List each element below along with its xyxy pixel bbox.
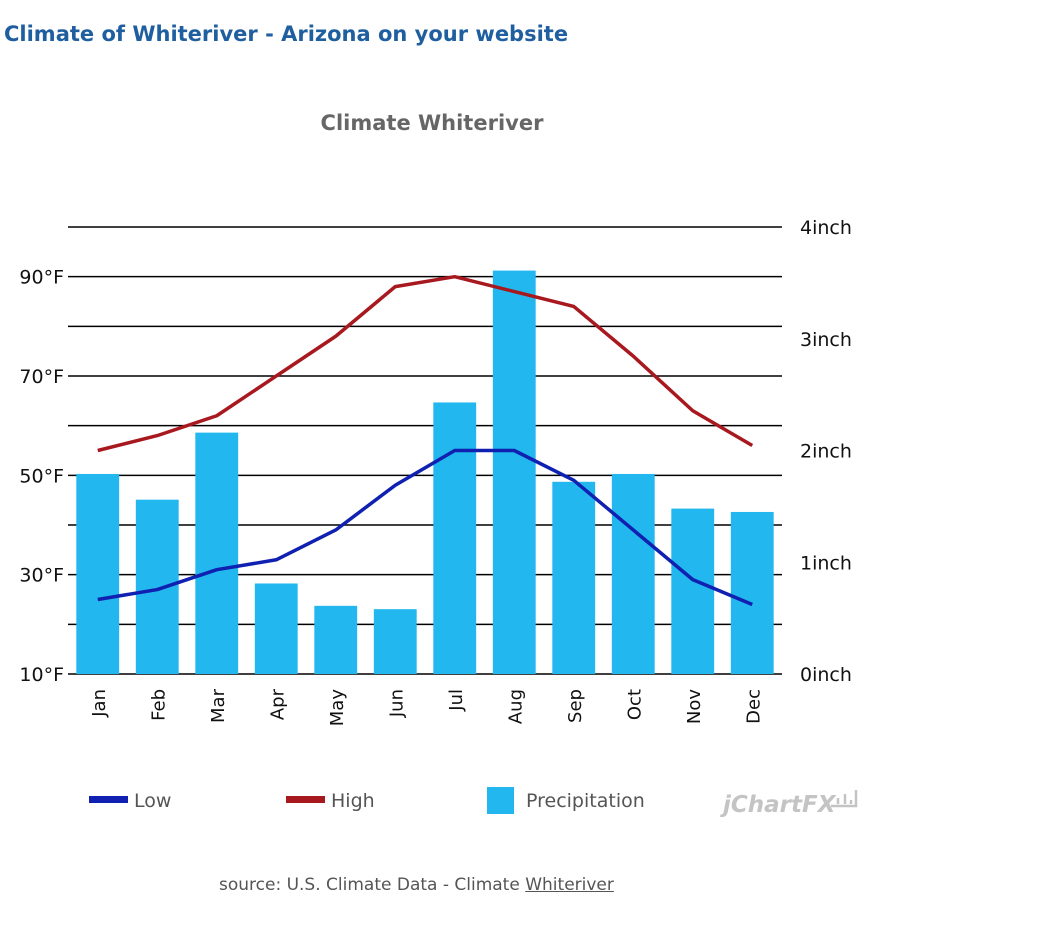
- legend-low-label: Low: [134, 790, 171, 812]
- jchartfx-logo: jChartFX: [720, 790, 858, 818]
- legend: Low High Precipitation: [89, 787, 645, 814]
- precipitation-bar: [135, 499, 179, 674]
- category-label: Apr: [267, 688, 288, 720]
- source-prefix: source: U.S. Climate Data - Climate: [219, 875, 526, 895]
- chart-logo-icon: [831, 790, 858, 808]
- precipitation-bar: [611, 473, 655, 674]
- precipitation-bar: [76, 473, 120, 674]
- legend-high-label: High: [331, 790, 375, 812]
- precipitation-bar: [492, 270, 536, 674]
- category-label: Dec: [743, 689, 764, 724]
- legend-precipitation-swatch: [487, 787, 514, 814]
- right-axis-tick-label: 3inch: [800, 329, 852, 351]
- left-axis: 10°F 30°F 50°F 70°F 90°F: [19, 267, 64, 686]
- category-label: Aug: [505, 689, 526, 724]
- category-label: Mar: [208, 688, 229, 723]
- right-axis: 0inch 1inch 2inch 3inch 4inch: [800, 217, 852, 686]
- precipitation-bar: [254, 583, 298, 674]
- legend-low-swatch: [89, 796, 128, 803]
- category-label: Jul: [446, 689, 467, 712]
- precipitation-bar: [671, 508, 715, 674]
- left-axis-tick-label: 30°F: [19, 565, 64, 587]
- category-label: Jan: [89, 689, 110, 718]
- temperature-lines: [97, 274, 754, 607]
- precipitation-bar: [730, 511, 774, 674]
- precipitation-bar: [552, 481, 596, 674]
- category-label: Jun: [386, 689, 407, 718]
- low-temperature-line: [97, 448, 753, 607]
- right-axis-tick-label: 4inch: [800, 217, 852, 239]
- source-note: source: U.S. Climate Data - Climate Whit…: [219, 875, 614, 895]
- left-axis-tick-label: 70°F: [19, 366, 64, 388]
- logo-text: jChartFX: [720, 792, 837, 818]
- chart-title: Climate Whiteriver: [321, 111, 545, 135]
- right-axis-tick-label: 0inch: [800, 664, 852, 686]
- precipitation-bar: [433, 402, 477, 674]
- precipitation-bar: [373, 609, 417, 674]
- high-temperature-line: [97, 274, 754, 453]
- category-label: Nov: [684, 689, 705, 724]
- category-label: Feb: [148, 689, 169, 721]
- category-label: Sep: [565, 689, 586, 723]
- gridlines: [68, 226, 782, 675]
- legend-high-swatch: [286, 796, 325, 803]
- category-label: May: [327, 689, 348, 727]
- page-heading: Climate of Whiteriver - Arizona on your …: [4, 22, 569, 46]
- right-axis-tick-label: 1inch: [800, 552, 852, 574]
- left-axis-tick-label: 50°F: [19, 465, 64, 487]
- precipitation-bar: [195, 432, 239, 674]
- source-link[interactable]: Whiteriver: [525, 875, 614, 895]
- right-axis-tick-label: 2inch: [800, 441, 852, 463]
- left-axis-tick-label: 10°F: [19, 664, 64, 686]
- precipitation-bars: [76, 270, 774, 674]
- legend-precipitation-label: Precipitation: [526, 790, 645, 812]
- category-label: Oct: [624, 689, 645, 720]
- x-axis: Jan Feb Mar Apr May Jun Jul Aug Sep Oct Nov Dec: [89, 688, 765, 726]
- precipitation-bar: [314, 605, 358, 674]
- left-axis-tick-label: 90°F: [19, 267, 64, 289]
